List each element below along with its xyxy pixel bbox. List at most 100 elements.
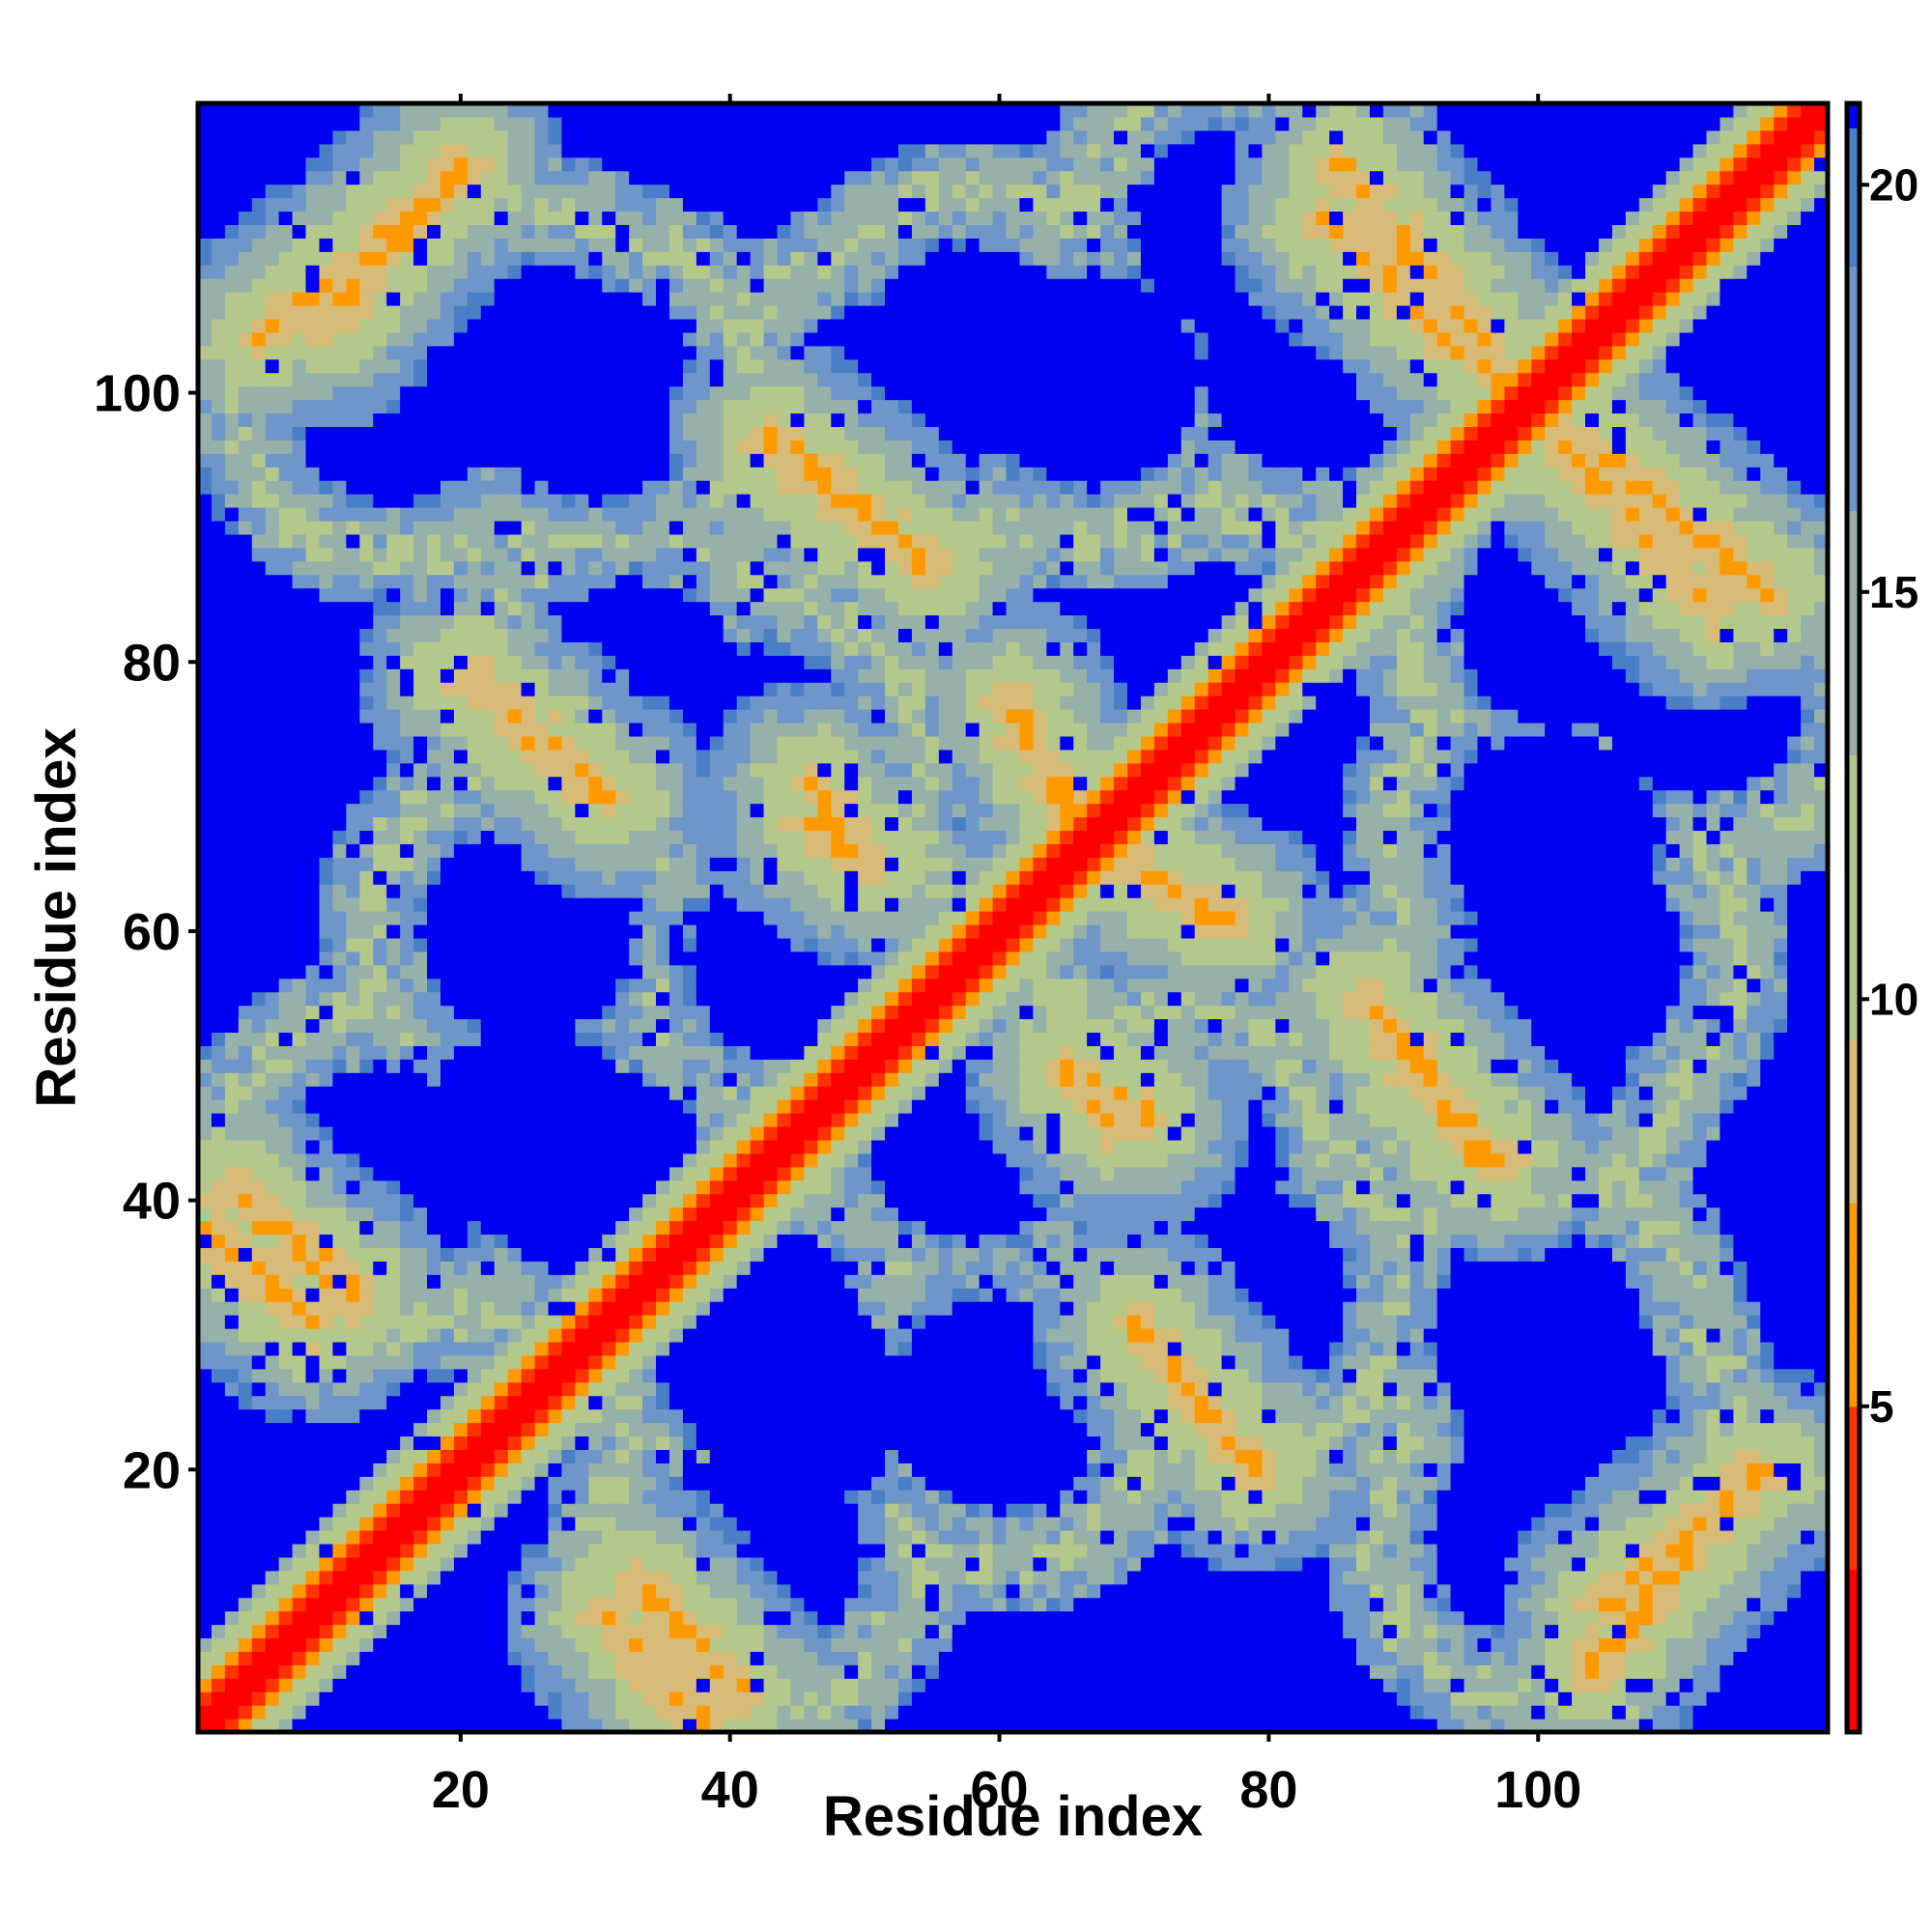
heatmap-cell — [575, 668, 589, 683]
heatmap-cell — [521, 292, 536, 306]
heatmap-cell — [453, 453, 469, 468]
heatmap-cell — [642, 1354, 657, 1370]
heatmap-cell — [251, 318, 267, 333]
heatmap-cell — [359, 923, 374, 939]
heatmap-cell — [305, 265, 321, 279]
heatmap-cell — [480, 453, 496, 468]
heatmap-cell — [575, 641, 589, 656]
heatmap-cell — [588, 129, 603, 145]
heatmap-cell — [467, 628, 482, 642]
heatmap-cell — [211, 601, 226, 616]
heatmap-cell — [238, 1705, 253, 1719]
heatmap-cell — [534, 453, 550, 468]
heatmap-cell — [629, 1152, 643, 1168]
heatmap-cell — [278, 1408, 294, 1424]
heatmap-cell — [400, 964, 414, 980]
heatmap-cell — [332, 1139, 347, 1154]
heatmap-cell — [521, 156, 536, 172]
heatmap-cell — [709, 1274, 724, 1289]
heatmap-cell — [494, 143, 509, 158]
heatmap-cell — [373, 1032, 387, 1046]
heatmap-cell — [224, 1315, 240, 1329]
heatmap-cell — [319, 749, 334, 764]
heatmap-cell — [359, 156, 374, 172]
heatmap-cell — [453, 1408, 469, 1424]
heatmap-cell — [467, 1624, 482, 1639]
heatmap-cell — [453, 1529, 469, 1545]
heatmap-cell — [629, 776, 643, 791]
heatmap-cell — [467, 1032, 482, 1046]
heatmap-cell — [494, 1651, 509, 1665]
heatmap-cell — [292, 857, 307, 871]
heatmap-cell — [668, 520, 684, 535]
heatmap-cell — [427, 696, 441, 710]
heatmap-cell — [440, 1637, 455, 1652]
heatmap-cell — [736, 628, 752, 642]
heatmap-cell — [602, 1152, 616, 1168]
heatmap-cell — [696, 1099, 711, 1114]
heatmap-cell — [575, 1220, 589, 1236]
heatmap-cell — [359, 830, 374, 844]
heatmap-cell — [575, 156, 589, 172]
heatmap-cell — [440, 1490, 455, 1504]
heatmap-cell — [521, 1247, 536, 1262]
heatmap-cell — [238, 533, 253, 549]
heatmap-cell — [400, 1032, 414, 1046]
heatmap-cell — [453, 1072, 469, 1087]
heatmap-cell — [723, 1059, 738, 1073]
heatmap-cell — [332, 668, 347, 683]
heatmap-cell — [467, 1422, 482, 1437]
heatmap-cell — [534, 1261, 550, 1275]
heatmap-cell — [534, 735, 550, 751]
heatmap-cell — [750, 1570, 765, 1585]
heatmap-cell — [561, 601, 576, 616]
heatmap-cell — [534, 1341, 550, 1356]
heatmap-cell — [198, 238, 213, 252]
heatmap-cell — [629, 911, 643, 925]
heatmap-cell — [534, 1678, 550, 1692]
heatmap-cell — [467, 735, 482, 751]
heatmap-cell — [668, 1597, 684, 1612]
heatmap-cell — [561, 251, 576, 266]
heatmap-cell — [332, 1719, 347, 1733]
heatmap-cell — [548, 816, 563, 832]
heatmap-cell — [642, 1018, 657, 1034]
heatmap-cell — [265, 1664, 280, 1679]
heatmap-cell — [453, 480, 469, 495]
heatmap-cell — [548, 426, 563, 440]
heatmap-cell — [588, 1193, 603, 1208]
heatmap-cell — [642, 224, 657, 239]
heatmap-cell — [668, 1125, 684, 1141]
heatmap-cell — [507, 170, 523, 185]
heatmap-cell — [359, 211, 374, 225]
heatmap-cell — [668, 1113, 684, 1127]
heatmap-cell — [413, 143, 428, 158]
heatmap-cell — [332, 1166, 347, 1181]
heatmap-cell — [682, 547, 697, 562]
heatmap-cell — [251, 978, 267, 993]
heatmap-cell — [346, 776, 360, 791]
heatmap-cell — [682, 803, 697, 818]
heatmap-cell — [575, 494, 589, 508]
heatmap-cell — [656, 1368, 670, 1383]
heatmap-cell — [682, 1288, 697, 1302]
heatmap-cell — [629, 358, 643, 374]
heatmap-cell — [521, 1678, 536, 1692]
heatmap-cell — [332, 1529, 347, 1545]
heatmap-cell — [373, 1301, 387, 1316]
heatmap-cell — [373, 1018, 387, 1034]
heatmap-cell — [682, 103, 697, 118]
heatmap-cell — [224, 884, 240, 898]
heatmap-cell — [642, 789, 657, 805]
heatmap-cell — [400, 480, 414, 495]
heatmap-cell — [413, 1327, 428, 1343]
heatmap-cell — [575, 520, 589, 535]
heatmap-cell — [319, 830, 334, 844]
heatmap-cell — [440, 628, 455, 642]
heatmap-cell — [615, 991, 630, 1007]
heatmap-cell — [588, 1288, 603, 1302]
heatmap-cell — [682, 1368, 697, 1383]
heatmap-cell — [615, 937, 630, 952]
heatmap-cell — [561, 129, 576, 145]
heatmap-cell — [682, 211, 697, 225]
